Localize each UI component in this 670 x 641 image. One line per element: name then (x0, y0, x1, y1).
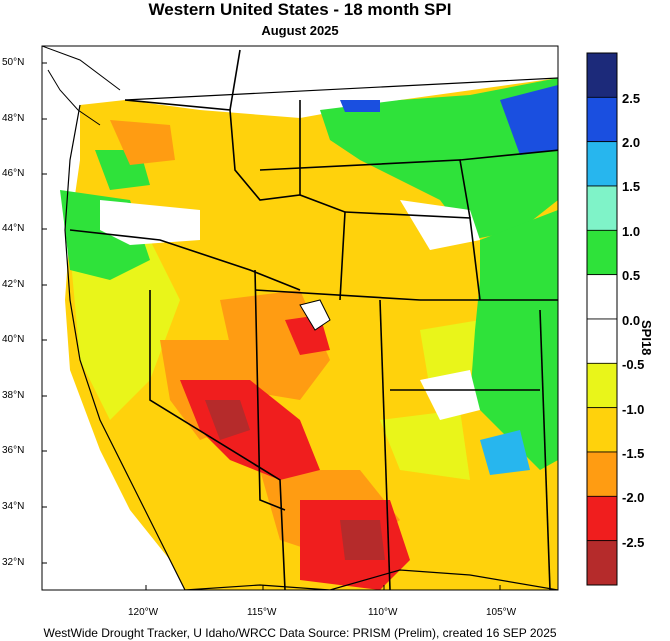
colorbar-block (586, 451, 618, 497)
colorbar-tick-1-5: 1.5 (622, 179, 641, 194)
lat-label-46: 46°N (2, 168, 25, 179)
map-content (42, 46, 558, 590)
colorbar-frame (586, 52, 618, 586)
colorbar-block (586, 274, 618, 320)
colorbar-block (586, 318, 618, 364)
lon-label-110: 110°W (368, 607, 398, 618)
mexico-border (184, 569, 558, 590)
lat-label-34: 34°N (2, 501, 25, 512)
lat-label-36: 36°N (2, 445, 25, 456)
lat-ticks (42, 62, 47, 564)
lat-label-42: 42°N (2, 279, 25, 290)
lon-label-120: 120°W (128, 607, 159, 618)
lon-label-115: 115°W (247, 607, 277, 618)
colorbar-tick-0-0: 0.0 (622, 313, 641, 328)
lat-label-38: 38°N (2, 390, 25, 401)
colorbar-block (586, 141, 618, 187)
colorbar-block (586, 362, 618, 409)
colorbar-title: SPI18 (639, 320, 654, 356)
colorbar-block (586, 52, 618, 98)
colorbar-block (586, 96, 618, 143)
map-subtitle: August 2025 (261, 23, 339, 38)
colorbar-tick-1-0: 1.0 (622, 224, 641, 239)
great-salt-lake (299, 299, 331, 331)
map-title: Western United States - 18 month SPI (148, 0, 452, 19)
pacific-coastline (64, 104, 186, 590)
colorbar-tick-neg-0-5: -0.5 (622, 357, 645, 372)
wet-region-north (320, 78, 558, 240)
colorbar-block (586, 229, 618, 276)
lat-label-44: 44°N (2, 223, 25, 234)
state-boundaries (69, 49, 558, 590)
lat-label-48: 48°N (2, 113, 25, 124)
lat-label-40: 40°N (2, 334, 25, 345)
lon-ticks (145, 585, 501, 590)
colorbar-tick-neg-2-5: -2.5 (622, 535, 645, 550)
map-frame (41, 45, 559, 591)
colorbar-tick-neg-1-0: -1.0 (622, 402, 645, 417)
colorbar-block (586, 495, 618, 542)
colorbar-tick-neg-1-5: -1.5 (622, 446, 645, 461)
wet-core-ne (500, 85, 558, 155)
extreme-drought-core (205, 400, 250, 440)
lon-label-105: 105°W (486, 607, 517, 618)
colorbar-tick-2-5: 2.5 (622, 91, 641, 106)
colorbar-tick-2-0: 2.0 (622, 135, 641, 150)
colorbar-block (586, 540, 618, 586)
colorbar-block (586, 407, 618, 453)
lat-label-32: 32°N (2, 557, 25, 568)
footer-credit: WestWide Drought Tracker, U Idaho/WRCC D… (43, 626, 557, 640)
colorbar-block (586, 185, 618, 231)
canada-border (124, 77, 558, 101)
colorbar-tick-neg-2-0: -2.0 (622, 490, 645, 505)
lat-label-50: 50°N (2, 57, 25, 68)
colorbar-tick-0-5: 0.5 (622, 268, 641, 283)
